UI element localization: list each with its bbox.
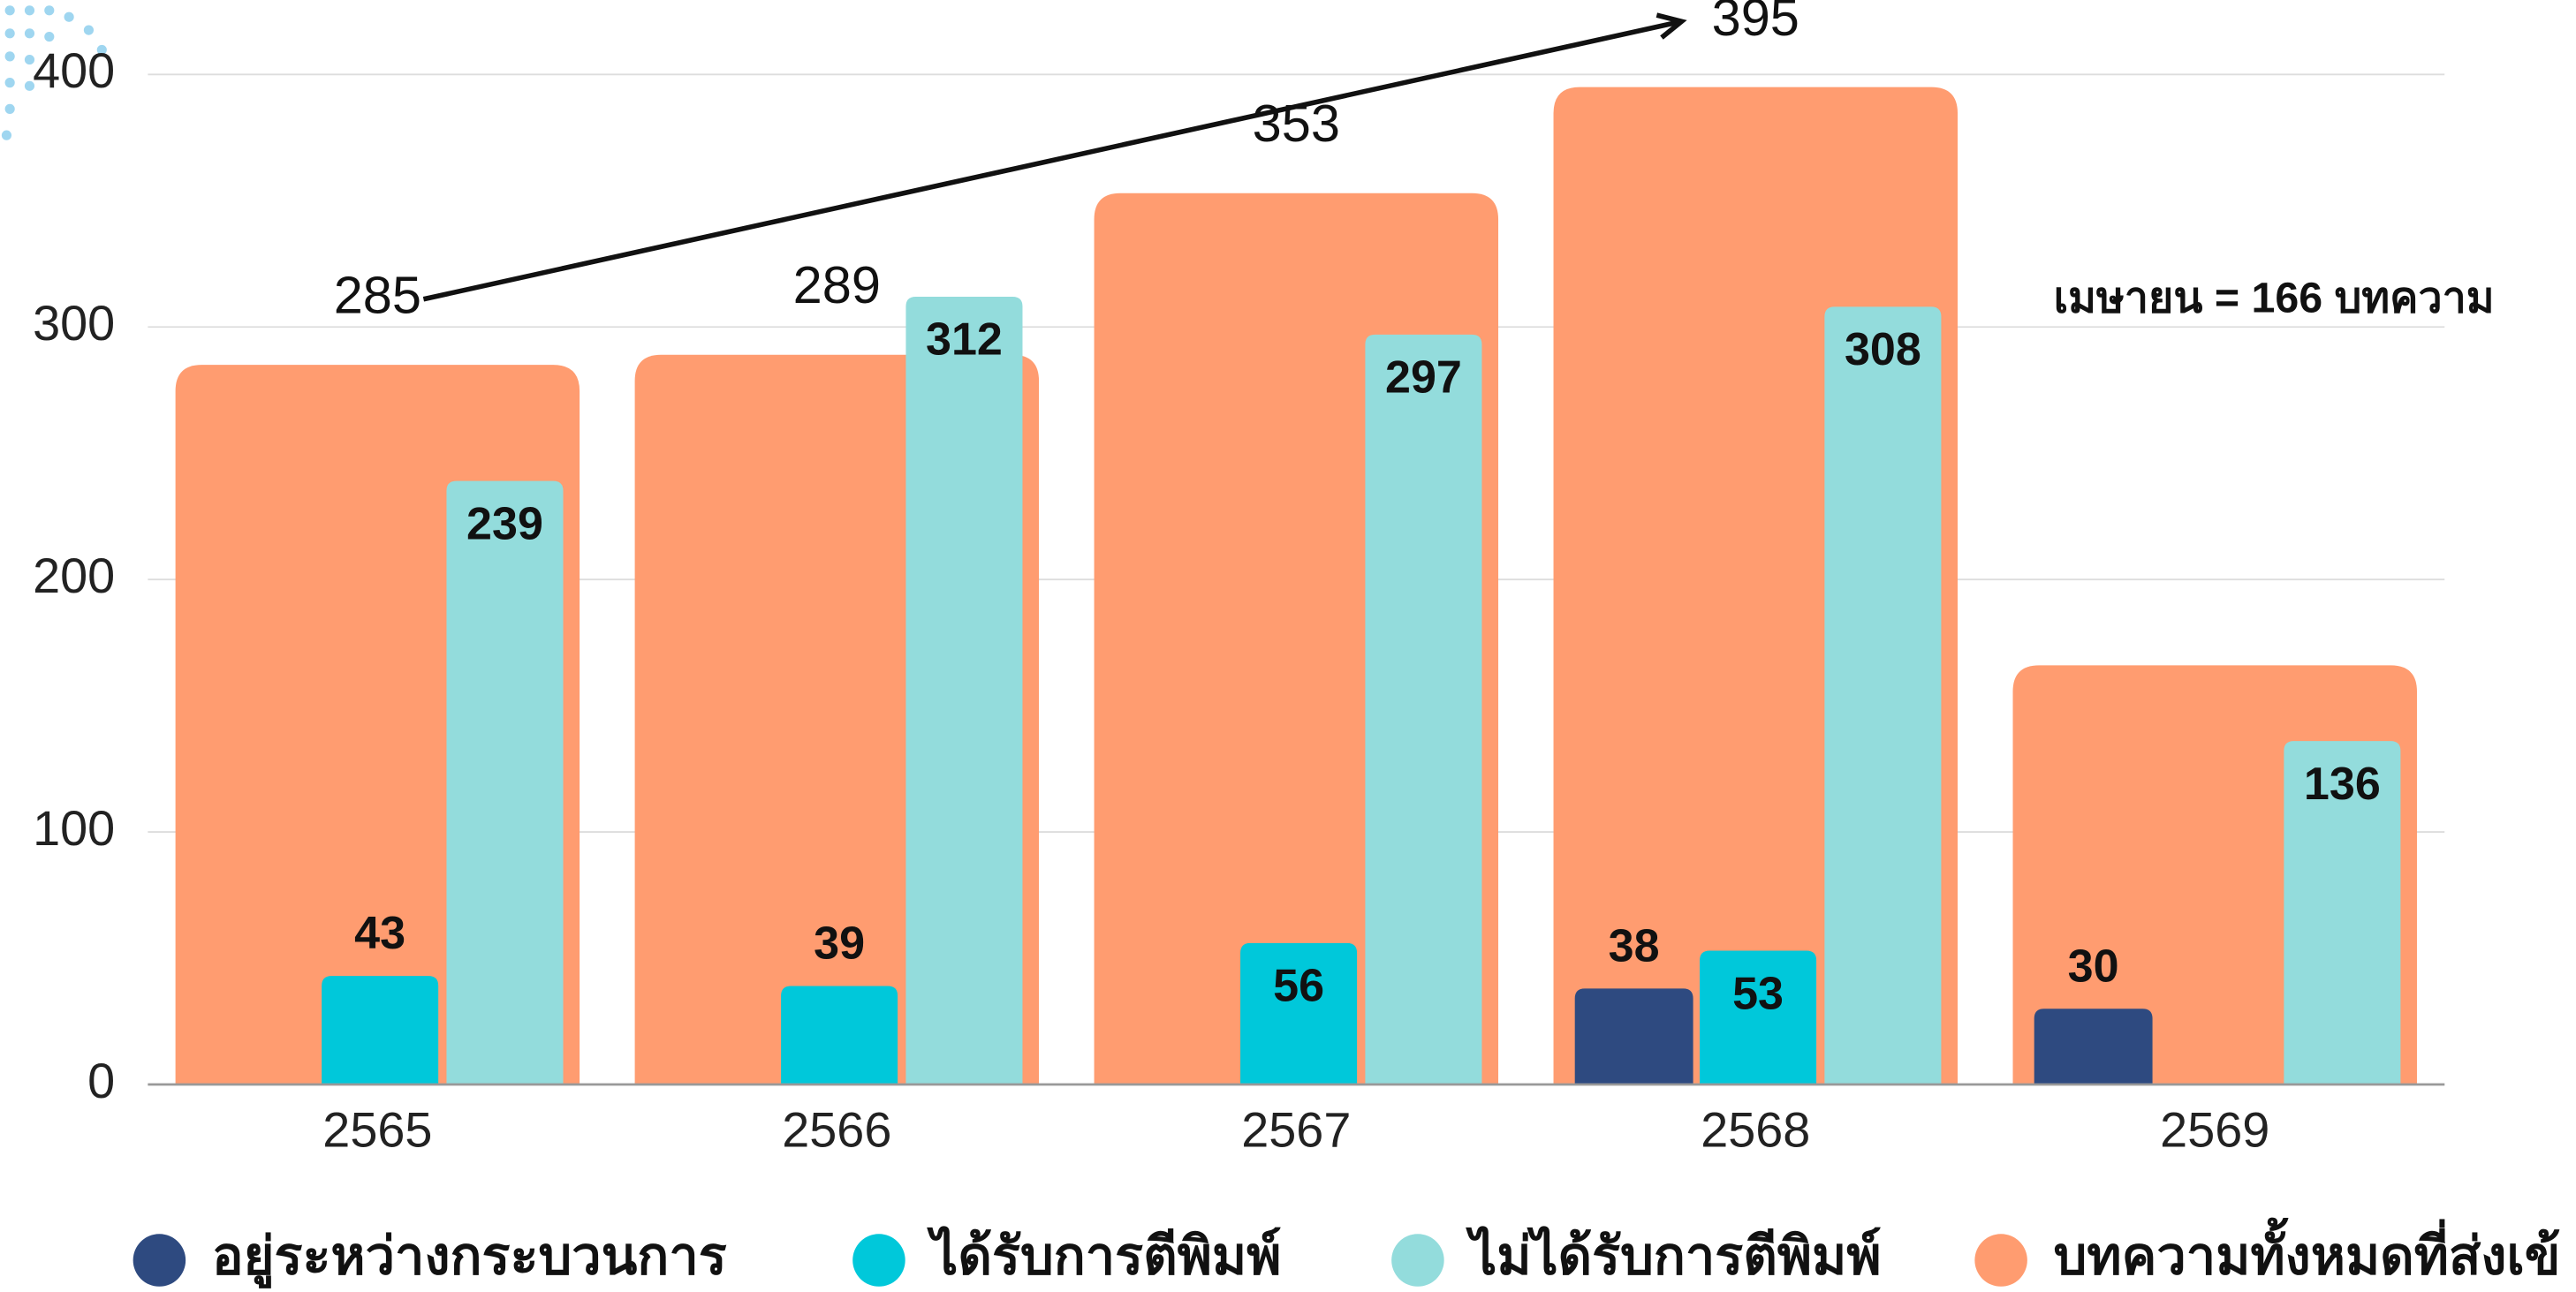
x-tick-label: 2569: [2160, 1102, 2269, 1158]
value-label: 239: [466, 498, 543, 549]
chart: เมษายน = 166 บทความ 0 100 200 300 400 285 43 23…: [0, 0, 2576, 1292]
legend-swatch: [1391, 1234, 1444, 1287]
total-label: 395: [1712, 0, 1799, 47]
x-tick-label: 2565: [322, 1102, 432, 1158]
total-label: 353: [1253, 94, 1340, 153]
value-label: 39: [814, 918, 865, 970]
bar: [1575, 988, 1693, 1084]
value-label: 312: [926, 314, 1003, 366]
x-tick-label: 2567: [1241, 1102, 1351, 1158]
value-label: 136: [2304, 759, 2381, 810]
bar: [2034, 1009, 2153, 1084]
bar: [905, 297, 1022, 1084]
value-label: 308: [1845, 324, 1921, 375]
value-label: 38: [1609, 921, 1660, 972]
bar: [1824, 306, 1941, 1084]
value-label: 297: [1385, 352, 1462, 404]
value-label: 43: [354, 908, 405, 959]
bar: [1365, 335, 1481, 1084]
legend-label: บทความทั้งหมดที่ส่งเข้: [2054, 1218, 2561, 1286]
legend-label: ได้รับการตีพิมพ์: [926, 1226, 1281, 1286]
total-label: 285: [334, 265, 421, 324]
value-label: 53: [1732, 968, 1784, 1019]
total-label: 289: [793, 255, 881, 314]
bar: [781, 986, 898, 1085]
annotation: เมษายน = 166 บทความ: [2054, 275, 2495, 322]
value-label: 30: [2068, 941, 2119, 992]
x-tick-label: 2566: [782, 1102, 891, 1158]
legend-swatch: [852, 1234, 905, 1287]
legend-label: ไม่ได้รับการตีพิมพ์: [1465, 1226, 1881, 1286]
y-tick-label: 100: [33, 800, 115, 856]
bar: [322, 976, 438, 1084]
legend-label: อยู่ระหว่างกระบวนการ: [212, 1227, 727, 1289]
x-tick-label: 2568: [1701, 1102, 1810, 1158]
value-label: 56: [1273, 961, 1324, 1012]
bar: [446, 481, 563, 1084]
y-tick-label: 400: [33, 42, 115, 98]
legend-swatch: [1974, 1234, 2027, 1287]
bars: [176, 87, 2417, 1084]
y-tick-label: 300: [33, 295, 115, 351]
y-tick-label: 200: [33, 548, 115, 603]
legend-swatch: [133, 1234, 186, 1287]
y-tick-label: 0: [87, 1053, 115, 1108]
